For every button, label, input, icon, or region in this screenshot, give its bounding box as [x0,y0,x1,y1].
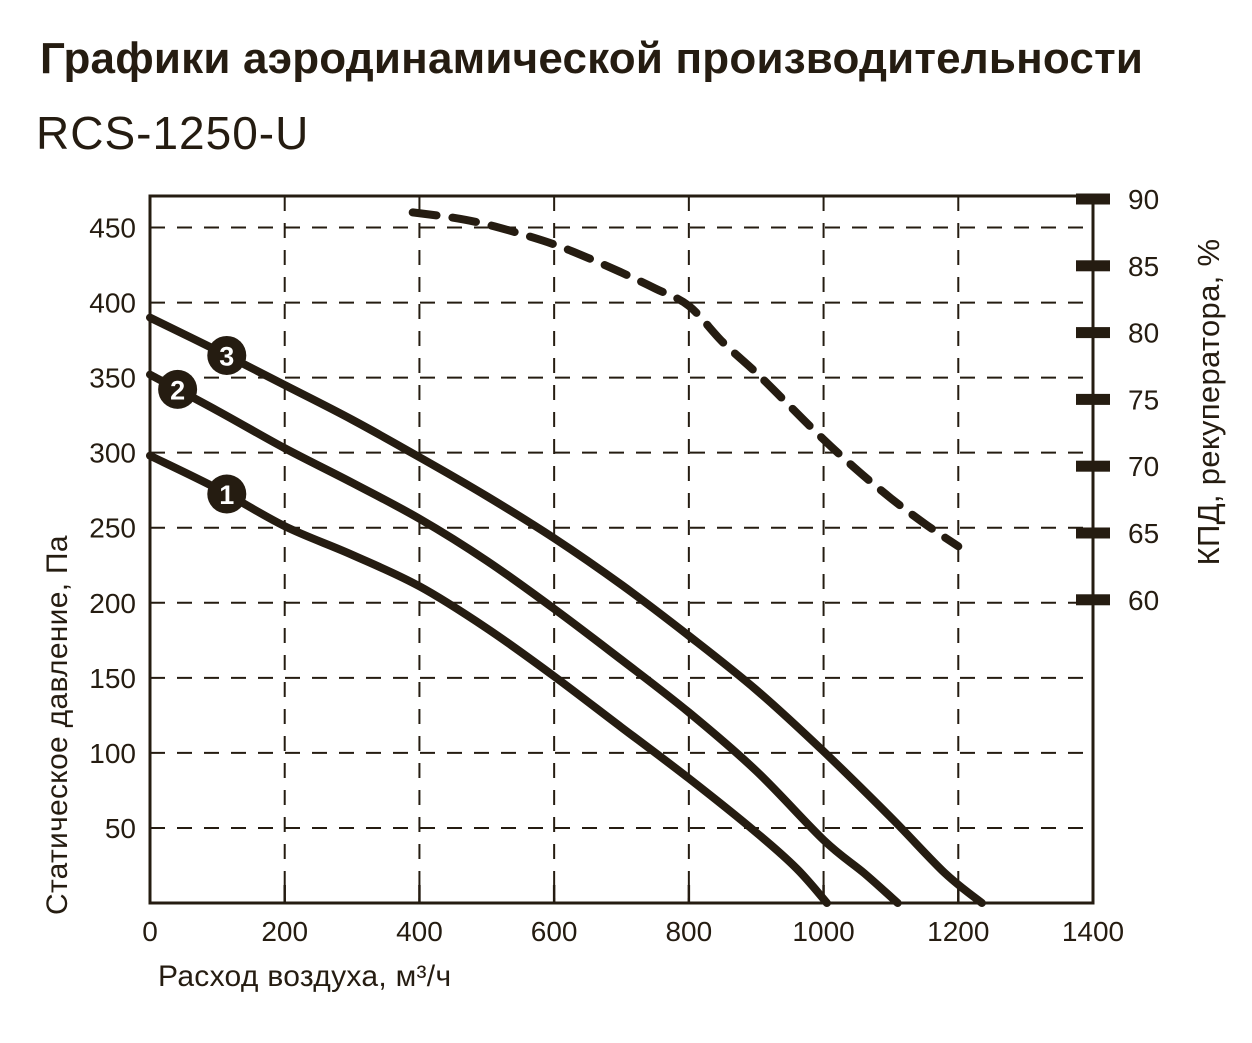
right-axis-tick-block [1076,393,1110,405]
right-axis-tick-label: 75 [1128,384,1159,415]
x-tick-label: 0 [142,916,158,947]
x-tick-label: 1000 [792,916,854,947]
x-tick-label: 1400 [1062,916,1124,947]
right-axis-tick-block [1076,594,1110,606]
speed-curve-2 [146,370,902,907]
y-left-tick-label: 200 [89,588,136,619]
y-left-tick-label: 50 [105,813,136,844]
speed-curve-3 [146,313,986,907]
x-tick-label: 600 [531,916,578,947]
right-axis-tick-block [1076,527,1110,539]
x-axis-label: Расход воздуха, м³/ч [158,960,452,993]
speed-curve-1 [146,451,831,907]
right-axis-tick-label: 65 [1128,518,1159,549]
x-tick-label: 800 [665,916,712,947]
right-axis-tick-block [1076,327,1110,339]
y-left-tick-label: 350 [89,363,136,394]
page-title: Графики аэродинамической производительно… [40,34,1144,83]
y-left-tick-label: 100 [89,738,136,769]
plot-frame [148,194,1095,905]
right-axis-tick-label: 80 [1128,318,1159,349]
x-tick-label: 400 [396,916,443,947]
x-tick-label: 1200 [927,916,989,947]
right-axis-tick-label: 90 [1128,184,1159,215]
right-axis-tick-block [1076,460,1110,472]
x-tick-label: 200 [261,916,308,947]
right-axis-tick-block [1076,260,1110,272]
curve-marker-label-3: 3 [219,341,234,371]
y-left-tick-label: 250 [89,513,136,544]
y-left-tick-label: 150 [89,663,136,694]
efficiency-curve [408,208,963,551]
curve-marker-2 [158,369,198,409]
right-axis-tick-label: 70 [1128,451,1159,482]
curve-marker-label-1: 1 [219,480,234,510]
curve-marker-label-2: 2 [170,375,185,405]
y-left-tick-label: 300 [89,438,136,469]
y-axis-label-right: КПД, рекуператора, % [1191,238,1226,566]
y-axis-label-left: Статическое давление, Па [41,535,74,915]
model-subtitle: RCS-1250-U [36,107,310,159]
right-axis-tick-label: 85 [1128,251,1159,282]
right-axis-tick-label: 60 [1128,585,1159,616]
right-axis-tick-block [1076,193,1110,205]
curve-marker-1 [207,474,247,514]
y-left-tick-label: 400 [89,288,136,319]
y-left-tick-label: 450 [89,213,136,244]
curve-marker-3 [207,335,247,375]
